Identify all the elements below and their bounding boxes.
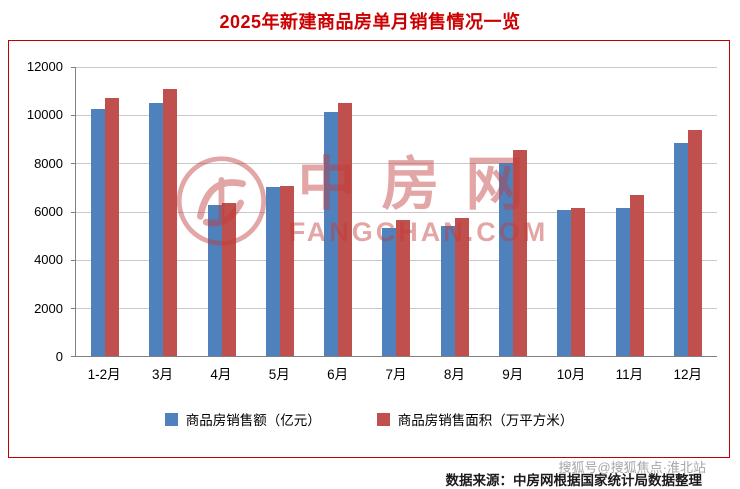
y-axis-tick	[71, 115, 76, 117]
gridline	[76, 211, 717, 213]
bar-groups	[76, 67, 717, 356]
x-axis-label: 12月	[673, 367, 703, 382]
y-axis-label: 6000	[34, 204, 63, 219]
bar-商品房销售面积（万平方米）	[629, 194, 644, 356]
bar-商品房销售额（亿元）	[673, 142, 688, 356]
x-axis-label: 5月	[268, 367, 290, 382]
gridline	[76, 163, 717, 165]
bar-商品房销售额（亿元）	[207, 205, 222, 356]
y-axis-label: 8000	[34, 155, 63, 171]
x-axis-label: 10月	[556, 367, 586, 382]
bar-商品房销售额（亿元）	[149, 103, 164, 356]
y-axis-label: 12000	[26, 59, 63, 74]
chart-title: 2025年新建商品房单月销售情况一览	[219, 12, 521, 32]
gridline	[76, 115, 717, 117]
x-axis-label: 11月	[615, 367, 644, 382]
bar-商品房销售额（亿元）	[440, 225, 455, 356]
data-source-text: 数据来源：中房网根据国家统计局数据整理	[445, 473, 703, 488]
x-axis-labels: 1-2月 3月 4月 5月 6月 7月 8月 9月 10月 11月 12月	[75, 363, 717, 383]
legend: 商品房销售额（亿元） 商品房销售面积（万平方米）	[9, 409, 729, 429]
y-axis-label: 0	[55, 349, 63, 364]
bar-商品房销售面积（万平方米）	[571, 207, 586, 356]
y-axis-tick	[71, 163, 76, 165]
bar-商品房销售面积（万平方米）	[279, 186, 294, 356]
legend-item: 商品房销售额（亿元）	[164, 409, 321, 429]
bar-group	[484, 67, 542, 356]
x-axis-label: 1-2月	[87, 367, 121, 382]
legend-item: 商品房销售面积（万平方米）	[376, 409, 574, 429]
bar-商品房销售面积（万平方米）	[221, 203, 236, 356]
bar-group	[600, 67, 658, 356]
bar-商品房销售面积（万平方米）	[105, 98, 120, 356]
bar-商品房销售额（亿元）	[498, 163, 513, 356]
plot-wrap	[71, 67, 717, 357]
bar-group	[76, 67, 134, 356]
legend-swatch	[164, 412, 178, 426]
sohu-watermark-text: 搜狐号@搜狐焦点·淮北站	[558, 460, 706, 475]
x-axis-label: 3月	[152, 367, 174, 382]
y-axis-tick	[71, 356, 76, 357]
chart-container: 0 2000 4000 6000 8000 10000 12000 中房网 FANGCHAN…	[8, 40, 730, 458]
x-axis-label: 7月	[385, 367, 407, 382]
y-axis-tick	[71, 67, 76, 68]
bar-商品房销售额（亿元）	[91, 109, 106, 356]
bar-商品房销售面积（万平方米）	[687, 129, 702, 356]
y-axis-label: 2000	[34, 300, 63, 316]
bar-商品房销售额（亿元）	[615, 207, 630, 356]
bar-group	[426, 67, 484, 356]
y-axis-tick	[71, 211, 76, 213]
bar-group	[251, 67, 309, 356]
legend-label: 商品房销售面积（万平方米）	[397, 413, 574, 428]
y-axis-labels: 0 2000 4000 6000 8000 10000 12000	[9, 59, 67, 364]
bar-商品房销售额（亿元）	[324, 111, 339, 356]
bar-商品房销售面积（万平方米）	[163, 88, 178, 356]
legend-swatch	[376, 412, 390, 426]
y-axis-label: 4000	[34, 252, 63, 268]
x-axis-label: 8月	[443, 367, 465, 382]
bar-group	[659, 67, 717, 356]
bar-group	[134, 67, 192, 356]
plot-area	[71, 67, 717, 357]
y-axis-tick	[71, 307, 76, 309]
gridline	[76, 67, 717, 68]
bar-商品房销售额（亿元）	[382, 228, 397, 356]
bar-group	[367, 67, 425, 356]
x-axis-label: 4月	[210, 367, 232, 382]
bar-商品房销售面积（万平方米）	[454, 217, 469, 356]
legend-label: 商品房销售额（亿元）	[185, 413, 321, 428]
bar-商品房销售额（亿元）	[557, 210, 572, 356]
y-axis-label: 10000	[26, 107, 63, 123]
y-axis-tick	[71, 259, 76, 261]
x-axis-label: 6月	[327, 367, 349, 382]
bar-group	[309, 67, 367, 356]
bar-商品房销售额（亿元）	[265, 187, 280, 356]
bar-商品房销售面积（万平方米）	[396, 219, 411, 356]
bar-商品房销售面积（万平方米）	[512, 150, 527, 356]
bar-商品房销售面积（万平方米）	[338, 103, 353, 356]
bar-group	[542, 67, 600, 356]
x-axis-label: 9月	[502, 367, 524, 382]
bar-group	[193, 67, 251, 356]
